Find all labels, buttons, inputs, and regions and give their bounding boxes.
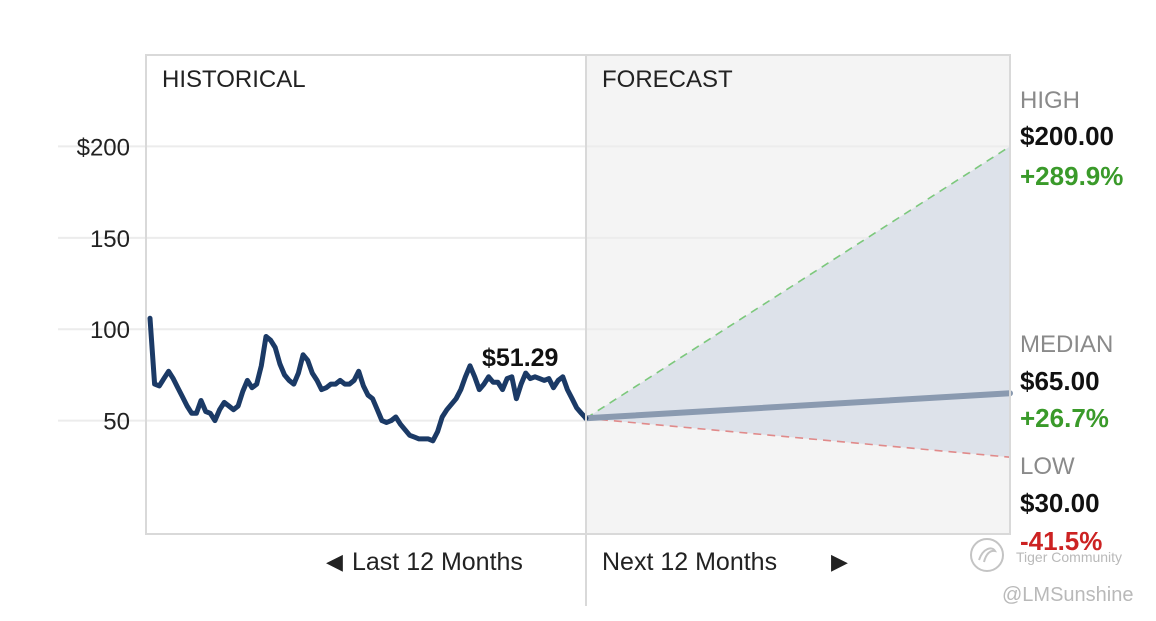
median-change: +26.7% (1020, 403, 1109, 433)
low-change: -41.5% (1020, 526, 1102, 556)
tiger-community-logo (970, 538, 1004, 572)
historical-panel (146, 55, 586, 534)
last-12-months-label: Last 12 Months (352, 548, 523, 576)
y-axis-labels: $200 150 100 50 (77, 134, 130, 435)
low-title: LOW (1020, 453, 1075, 480)
high-price: $200.00 (1020, 121, 1114, 151)
median-forecast-line (583, 390, 1013, 422)
right-arrow-icon: ▶ (831, 549, 848, 574)
forecast-label: FORECAST (602, 66, 733, 93)
historical-price-line (147, 315, 589, 444)
left-arrow-icon: ◀ (326, 549, 343, 574)
median-price: $65.00 (1020, 366, 1100, 396)
next-12-months-label: Next 12 Months (602, 548, 777, 576)
watermark-brand: Tiger Community (1016, 549, 1123, 565)
y-tick-label: 100 (90, 317, 130, 344)
high-change: +289.9% (1020, 161, 1123, 191)
forecast-range-band (586, 146, 1010, 458)
y-tick-label: 150 (90, 226, 130, 253)
current-price-label: $51.29 (482, 344, 558, 372)
high-title: HIGH (1020, 87, 1080, 114)
y-tick-label: 50 (103, 409, 130, 436)
low-forecast-line (585, 417, 1011, 459)
historical-label: HISTORICAL (162, 66, 306, 93)
watermark-handle: @LMSunshine (1002, 584, 1134, 606)
plot-border (145, 54, 1011, 535)
median-title: MEDIAN (1020, 331, 1113, 358)
y-tick-label: $200 (77, 134, 130, 161)
low-price: $30.00 (1020, 488, 1100, 518)
